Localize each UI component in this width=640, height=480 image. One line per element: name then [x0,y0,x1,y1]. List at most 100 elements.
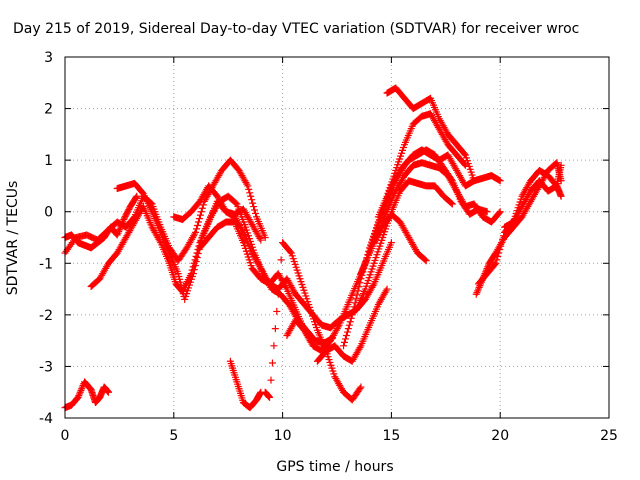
data-point [492,259,500,267]
data-point [422,257,430,265]
y-tick-label: -4 [39,411,53,427]
data-point [383,285,391,293]
x-tick-label: 0 [61,428,70,444]
data-point [132,193,140,201]
data-point [356,279,364,287]
data-point [193,254,201,262]
data-point [243,180,251,188]
data-point [266,393,274,401]
data-point [421,256,429,264]
data-point [447,199,455,207]
data-point [268,359,276,367]
data-point [133,192,141,200]
data-point [344,325,352,333]
data-point [276,273,284,281]
data-point [257,236,265,244]
plot-frame [64,56,610,419]
data-point [286,248,294,256]
grid-lines [65,57,609,418]
data-point [191,262,199,270]
data-point [76,390,84,398]
data-point [273,307,281,315]
x-tick-label: 20 [491,428,509,444]
data-point [76,388,84,396]
data-point [382,287,390,295]
data-point [472,290,480,298]
data-point [195,215,203,223]
data-point [251,206,259,214]
data-point [249,199,257,207]
series-track-14 [374,110,469,221]
data-point [355,283,363,291]
data-point [274,290,282,298]
data-point [245,185,253,193]
data-point [78,385,86,393]
data-point [496,208,504,216]
data-point [460,150,468,158]
data-point [247,192,255,200]
data-point [349,307,357,315]
y-tick-label: 1 [44,153,53,169]
x-axis-label: GPS time / hours [276,459,393,475]
data-point [114,229,122,237]
data-point [194,218,202,226]
data-point [334,323,342,331]
chart-title: Day 215 of 2019, Sidereal Day-to-day VTE… [13,21,579,37]
data-point [498,239,506,247]
y-tick-label: 3 [44,50,53,66]
data-point [461,161,469,169]
data-point [345,321,353,329]
data-point [340,342,348,350]
data-point [115,226,123,234]
data-point [244,182,252,190]
data-point [194,250,202,258]
y-tick-label: -1 [39,256,53,272]
data-point [271,325,279,333]
axis-ticks: 0 5 10 15 20 25 -4 -3 -2 -1 0 1 2 3 [39,50,618,444]
data-point [493,256,501,264]
data-point [192,258,200,266]
y-tick-label: 2 [44,102,53,118]
data-point [197,208,205,216]
series-track-6 [196,218,395,332]
series-track-2 [61,156,269,265]
x-tick-label: 15 [382,428,400,444]
series-track-15 [370,210,430,265]
data-point [495,249,503,257]
data-point [495,209,503,217]
data-point [353,291,361,299]
data-point [250,203,258,211]
data-point [77,386,85,394]
data-point [356,344,364,352]
series-track-5 [170,182,265,244]
series-track-4 [113,179,337,347]
data-point [483,208,491,216]
y-tick-label: -2 [39,308,53,324]
data-point [340,338,348,346]
data-point [343,328,351,336]
data-point [342,331,350,339]
data-point [192,228,200,236]
data-point [270,342,278,350]
data-point [193,225,201,233]
x-tick-label: 25 [600,428,618,444]
data-point [199,201,207,209]
data-point [473,289,481,297]
data-point [113,231,121,239]
data-point [497,242,505,250]
data-point [491,260,499,268]
data-point [246,189,254,197]
data-point [267,376,275,384]
data-point [277,256,285,264]
data-point [75,392,83,400]
data-point [557,192,565,200]
data-point [354,287,362,295]
series-track-19 [61,378,113,412]
y-axis-label: SDTVAR / TECUs [5,181,21,296]
data-point [500,232,508,240]
data-point [261,234,269,241]
data-point [191,230,199,238]
x-tick-label: 10 [274,428,292,444]
data-point [494,252,502,260]
data-point [496,177,504,185]
